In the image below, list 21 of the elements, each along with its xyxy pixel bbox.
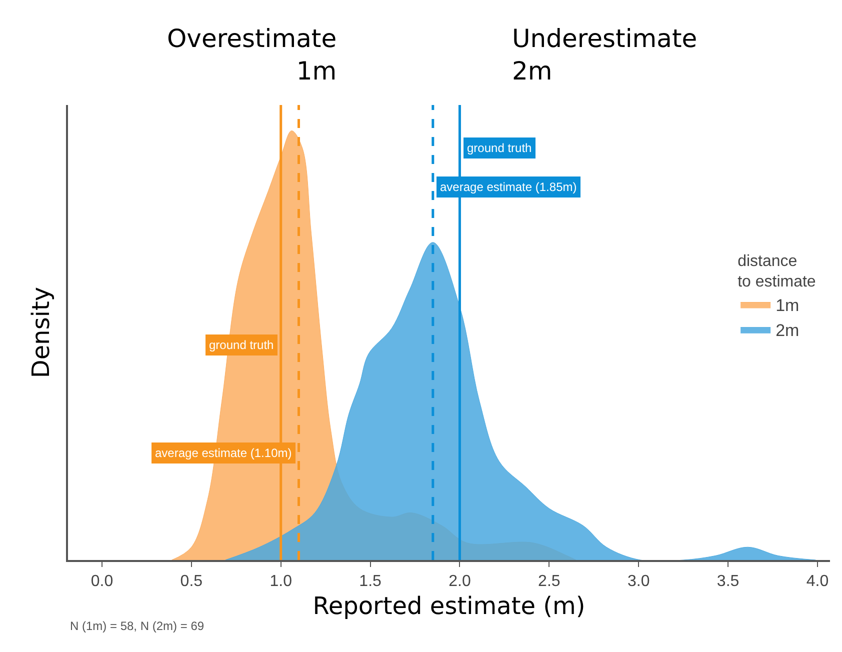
legend-title: distance to estimate bbox=[738, 252, 816, 291]
text: Overestimate 1m bbox=[167, 24, 337, 86]
legend-label: 2m bbox=[776, 320, 800, 340]
x-tick-label: 2.5 bbox=[538, 572, 560, 590]
legend-label: 1m bbox=[776, 296, 800, 315]
ref-line-label: ground truth bbox=[467, 141, 532, 155]
x-tick-label: 3.0 bbox=[627, 572, 650, 590]
x-tick-label: 1.0 bbox=[270, 572, 292, 590]
x-tick-label: 3.5 bbox=[716, 572, 740, 590]
text: Underestimate 2m bbox=[512, 24, 698, 86]
y-axis-title: Density bbox=[26, 286, 55, 378]
text: N (1m) = 58, N (2m) = 69 bbox=[70, 619, 204, 633]
ref-line-label: ground truth bbox=[209, 338, 274, 352]
x-tick-label: 0.0 bbox=[90, 572, 114, 590]
x-tick-label: 1.5 bbox=[359, 572, 382, 590]
ref-line-label: average estimate (1.10m) bbox=[155, 446, 292, 460]
x-tick-label: 0.5 bbox=[180, 572, 203, 590]
x-tick-label: 4.0 bbox=[806, 572, 829, 590]
ref-line-label: average estimate (1.85m) bbox=[440, 180, 577, 194]
x-axis-title: Reported estimate (m) bbox=[312, 592, 586, 620]
x-tick-label: 2.0 bbox=[448, 572, 471, 590]
